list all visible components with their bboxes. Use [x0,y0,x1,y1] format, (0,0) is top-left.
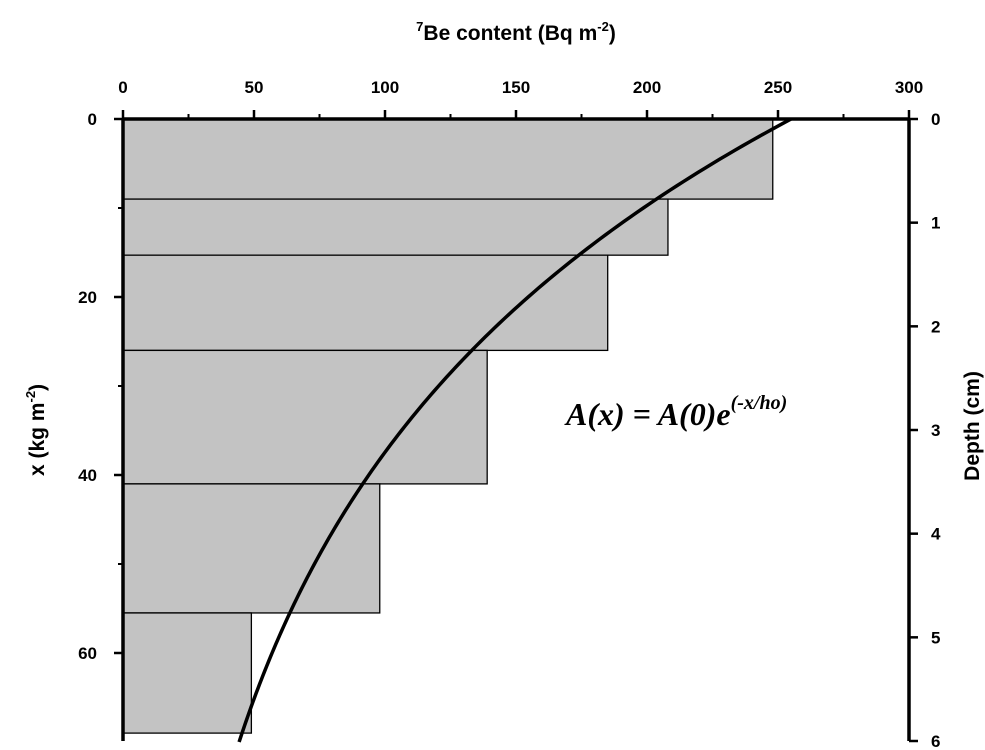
fit-equation: A(x) = A(0)e(-x/ho) [564,392,787,432]
left-tick-label-20: 20 [78,288,97,307]
right-tick-label-6: 6 [931,732,940,750]
right-tick-label-1: 1 [931,214,940,233]
top-tick-label-250: 250 [764,78,792,97]
top-tick-label-100: 100 [371,78,399,97]
top-tick-label-50: 50 [245,78,264,97]
bar-1 [122,118,774,200]
left-tick-label-60: 60 [78,644,97,663]
right-axis-title: Depth (cm) [961,371,984,481]
left-axis-title-main: x (kg m [26,403,49,477]
right-tick-label-3: 3 [931,421,940,440]
right-tick-label-4: 4 [931,525,941,544]
top-axis-title-exp: -2 [597,19,609,34]
top-tick-label-300: 300 [895,78,923,97]
top-tick-label-150: 150 [502,78,530,97]
axes: 0 50 100 150 200 250 300 0 20 40 60 0 1 2 3 4 5 6 [78,78,941,750]
right-tick-label-0: 0 [931,110,940,129]
right-tick-label-5: 5 [931,628,940,647]
fit-curve [237,117,792,743]
bars [122,118,774,734]
left-axis-title-close: ) [26,384,49,391]
top-axis-title: 7Be content (Bq m-2) [416,19,616,45]
fit-curve-layer [237,117,792,743]
bar-2 [122,198,669,256]
top-tick-label-200: 200 [633,78,661,97]
bar-6 [122,612,253,734]
top-tick-label-0: 0 [118,78,127,97]
left-tick-label-40: 40 [78,466,97,485]
left-tick-label-0: 0 [88,110,97,129]
bar-3 [122,254,609,352]
top-axis-title-close: ) [609,22,616,45]
left-axis-title: x (kg m-2) [23,384,49,476]
top-axis-title-pre-sup: 7 [416,19,423,34]
bar-4 [122,349,488,485]
fit-equation-exp: (-x/ho) [731,392,788,414]
fit-equation-base: A(x) = A(0)e [564,396,731,432]
right-tick-label-2: 2 [931,317,940,336]
top-axis-title-main: Be content (Bq m [423,22,597,45]
left-axis-title-exp: -2 [23,391,38,403]
bar-5 [122,483,381,614]
